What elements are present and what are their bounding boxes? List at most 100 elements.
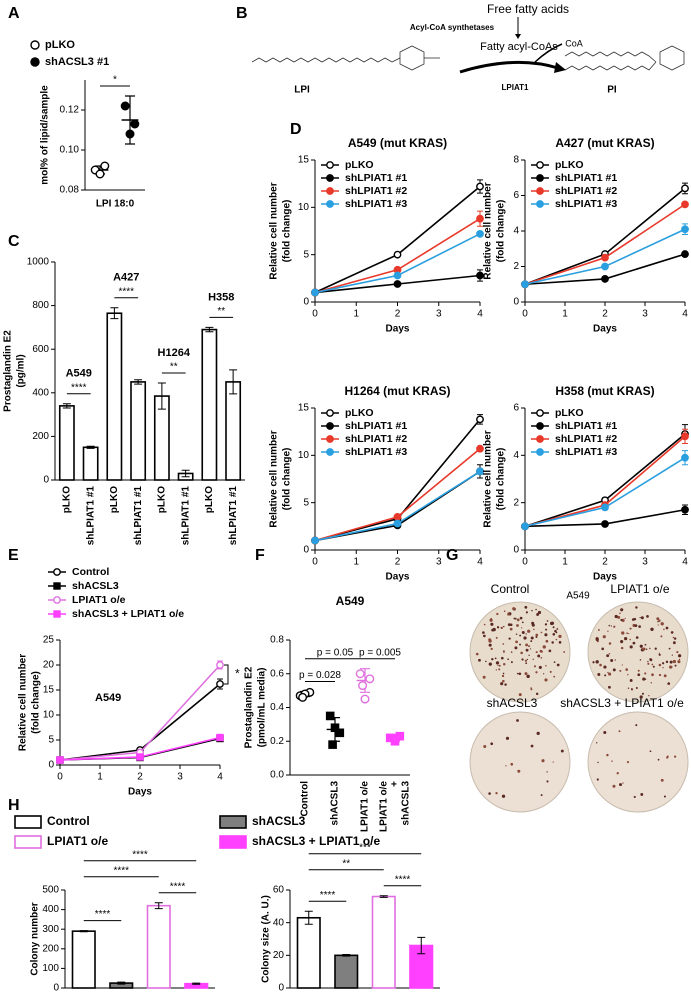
y-tick-label: 0 [48,760,54,771]
colony-dot [501,794,506,798]
y-tick-label: 20 [273,950,285,961]
marker [681,184,689,193]
colony-dot [672,659,677,664]
legend-marker [30,40,40,50]
y-tick-label: 0 [43,475,49,486]
colony-dot [608,624,611,627]
legend-label: shACSL3 + LPIAT1 o/e [252,834,380,848]
y-tick-label: 100 [42,963,59,974]
error-bar [342,954,351,957]
x-tick-label: 4 [477,557,483,568]
error-bar [62,403,71,409]
colony-dot [608,642,612,645]
marker [355,669,365,679]
x-tick-label: 0 [312,557,318,568]
marker [521,280,529,289]
colony-dot [533,628,535,631]
legend-label: shLPIAT1 #2 [345,185,407,197]
colony-dot [603,730,607,734]
colony-dot [546,780,549,783]
marker [476,229,484,238]
x-tick-label: 1 [353,557,359,568]
colony-dot [610,659,614,662]
y-axis-label: (pmol/mL media) [257,668,268,748]
colony-dot [642,677,646,681]
colony-dot [620,646,624,650]
colony-dot [624,617,626,619]
y-axis-label: (fold change) [282,448,293,511]
colony-dot [521,630,525,634]
y-tick-label: 0.8 [270,635,284,646]
y-tick-label: 5 [48,735,54,746]
marker [681,200,689,209]
y-tick-label: 0.12 [60,105,80,116]
marker [601,503,609,512]
colony-dot [543,673,545,675]
reaction-diagram [251,17,685,74]
x-tick-label: Control [300,781,311,817]
colony-dot [654,647,657,650]
y-axis-label: (fold change) [496,200,507,263]
well-image [469,711,571,813]
colony-dot [488,792,491,795]
colony-dot [502,679,505,683]
colony-dot [649,658,652,661]
colony-dot [517,769,521,773]
y-axis-label: Prostaglandin E2 [244,666,255,748]
colony-dot [674,755,677,758]
colony-dot [601,647,605,651]
image-label: shACSL3 [487,696,538,710]
y-tick-label: 15 [298,155,310,166]
colony-dot [549,621,554,626]
colony-dot [556,663,560,667]
y-axis-label: Relative cell number [483,182,494,279]
colony-dot [545,628,548,631]
y-tick-label: 5 [303,249,309,260]
colony-dot [556,627,559,630]
colony-dot [678,654,682,658]
colony-dot [597,629,600,631]
colony-dot [533,665,537,668]
diagram-label: LPI [294,85,310,96]
marker [393,271,402,280]
colony-dot [647,662,650,665]
colony-dot [535,608,537,611]
marker [681,432,689,441]
y-axis-label: (fold change) [496,448,507,511]
x-tick-label: 3 [642,557,648,568]
y-tick-label: 0 [303,545,309,556]
colony-dot [640,793,644,796]
colony-dot [540,794,543,797]
error-bar [86,445,95,449]
x-tick-label: 1 [562,309,568,320]
well-image [469,601,571,703]
colony-dot [660,778,664,782]
marker [325,711,335,721]
colony-dot [634,624,638,627]
x-tick-label: LPIAT1 o/e [360,781,371,832]
group-label: A427 [113,272,139,284]
colony-dot [663,674,667,678]
marker [311,288,319,297]
colony-dot [544,623,548,626]
legend-marker [536,409,544,417]
legend-label: shLPIAT1 #3 [345,446,407,458]
significance-label: **** [113,865,129,876]
legend-marker [326,409,334,417]
legend-marker [326,435,334,443]
colony-dot [626,760,630,764]
colony-dot [540,657,543,659]
marker [521,522,529,531]
colony-dot [552,626,555,629]
colony-dot [537,610,542,615]
colony-dot [495,661,500,665]
colony-dot [608,672,612,676]
marker [335,728,345,738]
colony-dot [535,692,539,696]
marker [476,182,484,191]
x-tick-label: 1 [353,309,359,320]
colony-dot [490,742,494,746]
coa-arrow [534,43,563,63]
marker [311,536,319,545]
significance-label: p = 0.028 [299,670,341,681]
